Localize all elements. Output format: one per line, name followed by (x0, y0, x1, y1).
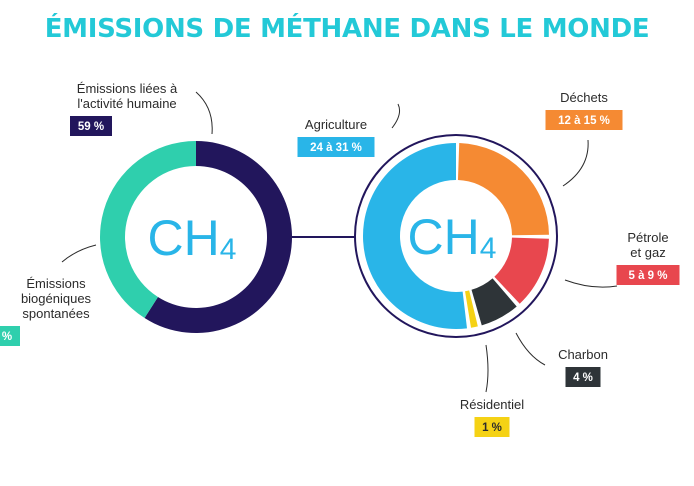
slice-residentiel-value-label: 1 % (482, 422, 502, 434)
slice-agriculture-label: Agriculture (305, 117, 367, 132)
leader-agriculture (391, 103, 400, 129)
slice-agriculture (362, 143, 467, 329)
leader-biogeniques (61, 244, 97, 263)
slice-biogeniques-label: biogéniques (21, 291, 92, 306)
slice-activite-humaine-value-badge (70, 116, 112, 136)
slice-dechets-value-label: 12 à 15 % (558, 115, 610, 127)
slice-dechets-label: Déchets (560, 90, 608, 105)
slice-biogeniques (99, 141, 196, 319)
page-title: ÉMISSIONS DE MÉTHANE DANS LE MONDE (44, 14, 650, 44)
slice-charbon-label: Charbon (558, 347, 608, 362)
slice-residentiel-value-badge (474, 417, 510, 437)
slice-activite-humaine-label: Émissions liées à (77, 81, 178, 96)
slice-petrole-gaz-label: Pétrole (627, 230, 668, 245)
slice-biogeniques-value-label: 41 % (0, 331, 12, 343)
slice-activite-humaine (144, 141, 292, 333)
slice-petrole-gaz-label: et gaz (630, 245, 665, 260)
center-label-ch4: CH4 (408, 209, 497, 265)
slice-dechets (457, 143, 549, 236)
slice-dechets-value-badge (545, 110, 623, 130)
slice-petrole-gaz-value-label: 5 à 9 % (629, 270, 668, 282)
outer-ring (354, 134, 558, 338)
slice-activite-humaine-label: l'activité humaine (77, 96, 176, 111)
slice-biogeniques-label: spontanées (22, 306, 90, 321)
slice-agriculture-value-badge (297, 137, 375, 157)
leader-charbon (515, 332, 546, 366)
slice-petrole-gaz (494, 237, 549, 304)
slice-charbon-value-label: 4 % (573, 372, 593, 384)
slice-charbon-value-badge (565, 367, 601, 387)
slice-petrole-gaz-value-badge (616, 265, 680, 285)
center-label-ch4: CH4 (148, 210, 237, 266)
leader-activite-humaine (195, 91, 213, 135)
slice-biogeniques-value-badge (0, 326, 20, 346)
slice-agriculture-value-label: 24 à 31 % (310, 142, 362, 154)
slice-residentiel (465, 290, 478, 328)
leader-dechets (562, 139, 589, 187)
slice-biogeniques-label: Émissions (26, 276, 86, 291)
slice-activite-humaine-value-label: 59 % (78, 121, 104, 133)
leader-petrole-gaz (564, 279, 618, 288)
leader-residentiel (485, 344, 489, 393)
slice-residentiel-label: Résidentiel (460, 397, 524, 412)
slice-charbon (471, 278, 517, 326)
